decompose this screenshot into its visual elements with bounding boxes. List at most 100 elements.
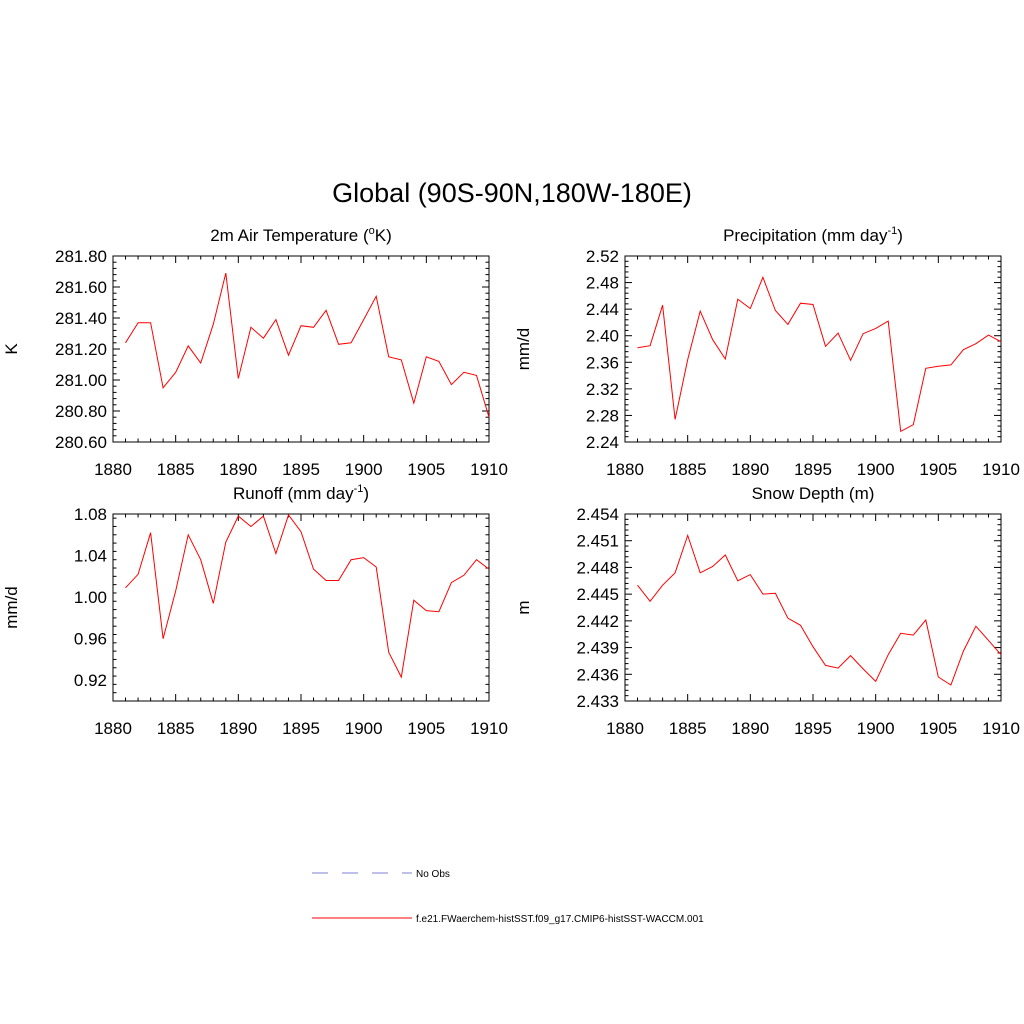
data-point: [812, 646, 813, 647]
y-tick-label: 1.04: [74, 547, 107, 566]
data-point: [137, 574, 138, 575]
data-point: [687, 535, 688, 536]
x-tick-label: 1880: [606, 719, 644, 738]
y-tick-label: 0.92: [74, 671, 107, 690]
data-point: [175, 590, 176, 591]
y-tick-label: 281.40: [55, 309, 107, 328]
data-point: [800, 625, 801, 626]
data-point: [963, 349, 964, 350]
data-point: [426, 610, 427, 611]
data-point: [950, 364, 951, 365]
data-point: [925, 368, 926, 369]
y-tick-label: 1.00: [74, 588, 107, 607]
data-point: [275, 319, 276, 320]
data-point: [175, 372, 176, 373]
data-point: [363, 319, 364, 320]
y-tick-label: 2.28: [586, 406, 619, 425]
panel-title: Runoff (mm day-1): [233, 483, 369, 503]
panel-snow-depth: Snow Depth (m) m 1880 1885 1890 1895 1900 1905 1…: [514, 484, 1020, 738]
data-point: [687, 359, 688, 360]
data-point: [825, 665, 826, 666]
data-point: [388, 356, 389, 357]
data-point: [263, 515, 264, 516]
data-point: [925, 619, 926, 620]
plot-frame: [112, 255, 490, 443]
data-point: [712, 566, 713, 567]
data-point: [476, 559, 477, 560]
plot-frame: [624, 513, 1002, 702]
data-point: [188, 345, 189, 346]
x-tick-label: 1905: [919, 460, 957, 479]
series-line-snow-depth: [637, 533, 1002, 686]
data-point: [125, 587, 126, 588]
data-point: [463, 372, 464, 373]
data-point: [975, 626, 976, 627]
panel-title-superscript: o: [369, 225, 375, 237]
panel-title-end: ): [897, 226, 903, 245]
data-point: [737, 299, 738, 300]
data-point: [913, 635, 914, 636]
series-line-air-temperature: [125, 272, 490, 418]
data-point: [875, 681, 876, 682]
data-point: [263, 338, 264, 339]
series-line-precipitation: [637, 275, 1002, 433]
x-tick-label: 1895: [282, 460, 320, 479]
data-point: [863, 333, 864, 334]
plot-frame: [624, 255, 1002, 443]
data-point: [875, 328, 876, 329]
x-tick-label: 1885: [669, 460, 707, 479]
data-point: [300, 325, 301, 326]
data-point: [863, 668, 864, 669]
data-point: [662, 305, 663, 306]
x-tick-label: 1910: [470, 460, 508, 479]
figure-title: Global (90S-90N,180W-180E): [332, 178, 692, 208]
data-point: [238, 378, 239, 379]
data-point: [750, 308, 751, 309]
panel-precipitation: Precipitation (mm day-1) mm/d 1880 1885 1890…: [514, 225, 1020, 479]
data-point: [750, 574, 751, 575]
data-point: [888, 654, 889, 655]
data-point: [363, 557, 364, 558]
data-point: [675, 419, 676, 420]
data-point: [137, 322, 138, 323]
legend-label-model: f.e21.FWaerchem-histSST.f09_g17.CMIP6-hi…: [416, 914, 704, 925]
data-point: [338, 344, 339, 345]
panel-title-main: 2m Air Temperature (: [210, 226, 369, 245]
x-tick-label: 1895: [794, 719, 832, 738]
y-tick-label: 2.433: [576, 692, 619, 711]
panel-title-superscript: -1: [887, 225, 897, 237]
x-tick-label: 1885: [669, 719, 707, 738]
data-point: [476, 375, 477, 376]
data-point: [125, 342, 126, 343]
data-point: [988, 334, 989, 335]
data-point: [300, 531, 301, 532]
x-tick-label: 1880: [94, 719, 132, 738]
panel-title: Snow Depth (m): [752, 484, 875, 503]
y-axis-label: m: [514, 600, 533, 614]
plot-frame: [112, 513, 490, 702]
y-tick-label: 2.48: [586, 274, 619, 293]
data-point: [649, 345, 650, 346]
panel-title: Precipitation (mm day-1): [723, 225, 903, 245]
y-tick-label: 2.32: [586, 380, 619, 399]
data-point: [850, 655, 851, 656]
data-point: [837, 332, 838, 333]
data-point: [451, 384, 452, 385]
data-point: [225, 541, 226, 542]
data-point: [1000, 654, 1001, 655]
x-tick-label: 1905: [919, 719, 957, 738]
y-axis-label: K: [2, 343, 21, 355]
data-point: [800, 303, 801, 304]
x-tick-label: 1910: [982, 460, 1020, 479]
data-point: [351, 342, 352, 343]
data-point: [225, 272, 226, 273]
data-point: [150, 532, 151, 533]
data-point: [963, 651, 964, 652]
data-point: [376, 296, 377, 297]
x-tick-label: 1910: [982, 719, 1020, 738]
x-tick-label: 1890: [731, 460, 769, 479]
x-tick-label: 1905: [407, 460, 445, 479]
y-tick-label: 281.00: [55, 371, 107, 390]
data-point: [649, 601, 650, 602]
data-point: [200, 362, 201, 363]
